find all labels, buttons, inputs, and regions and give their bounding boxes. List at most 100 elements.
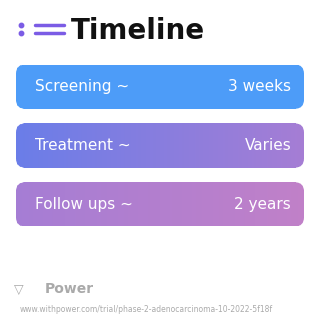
Bar xyxy=(188,123,189,167)
Bar xyxy=(238,182,240,226)
Bar xyxy=(219,123,221,167)
Bar xyxy=(104,182,106,226)
Bar xyxy=(23,123,25,167)
Bar xyxy=(192,182,194,226)
Bar xyxy=(295,182,297,226)
Bar xyxy=(166,64,168,109)
Bar xyxy=(222,64,224,109)
Bar xyxy=(120,182,122,226)
Bar xyxy=(127,123,129,167)
Bar xyxy=(79,182,81,226)
Bar xyxy=(288,123,290,167)
Bar xyxy=(100,64,101,109)
Bar xyxy=(208,182,209,226)
Bar xyxy=(71,123,73,167)
Bar xyxy=(30,182,32,226)
Bar xyxy=(59,182,61,226)
Bar xyxy=(125,182,127,226)
Bar xyxy=(223,64,225,109)
Bar xyxy=(248,64,250,109)
Bar xyxy=(183,182,185,226)
Bar xyxy=(238,64,240,109)
Bar xyxy=(291,182,293,226)
Bar xyxy=(268,182,270,226)
Bar xyxy=(246,64,248,109)
Bar xyxy=(20,64,22,109)
Bar xyxy=(183,64,185,109)
Bar xyxy=(249,182,251,226)
Bar xyxy=(196,123,198,167)
Bar xyxy=(53,182,55,226)
Bar xyxy=(134,123,136,167)
Bar xyxy=(150,64,152,109)
Bar xyxy=(160,64,162,109)
Bar xyxy=(239,64,241,109)
Bar xyxy=(200,182,202,226)
Bar xyxy=(153,123,155,167)
Bar xyxy=(234,64,235,109)
Bar xyxy=(113,182,114,226)
Bar xyxy=(116,64,117,109)
Bar xyxy=(20,123,22,167)
Bar xyxy=(123,182,124,226)
Bar xyxy=(85,182,87,226)
Bar xyxy=(56,64,58,109)
Bar xyxy=(185,123,186,167)
Bar xyxy=(215,64,217,109)
Bar xyxy=(179,182,180,226)
Bar xyxy=(231,123,232,167)
Bar xyxy=(134,123,136,167)
Bar xyxy=(105,182,107,226)
Bar xyxy=(153,64,155,109)
Bar xyxy=(30,123,32,167)
Bar xyxy=(124,182,126,226)
Bar xyxy=(274,64,276,109)
Bar xyxy=(213,64,215,109)
Bar xyxy=(208,64,209,109)
Bar xyxy=(69,182,71,226)
Bar xyxy=(118,64,120,109)
Bar xyxy=(35,123,36,167)
Bar xyxy=(295,123,297,167)
Bar xyxy=(88,123,90,167)
Bar xyxy=(35,64,36,109)
Bar xyxy=(42,64,44,109)
Bar xyxy=(147,64,149,109)
Bar xyxy=(49,123,51,167)
Bar xyxy=(127,182,129,226)
Bar xyxy=(55,182,57,226)
Bar xyxy=(105,123,107,167)
Bar xyxy=(33,64,35,109)
Bar xyxy=(301,123,303,167)
Bar xyxy=(147,123,149,167)
Bar xyxy=(257,64,258,109)
Bar xyxy=(268,182,270,226)
Bar xyxy=(294,123,296,167)
Bar xyxy=(109,123,111,167)
Bar xyxy=(162,64,163,109)
Bar xyxy=(79,123,81,167)
Bar xyxy=(234,182,235,226)
Bar xyxy=(251,182,252,226)
Bar xyxy=(177,64,179,109)
Bar xyxy=(94,123,96,167)
Bar xyxy=(249,64,251,109)
Bar xyxy=(236,182,238,226)
Bar xyxy=(125,123,127,167)
Bar xyxy=(148,123,150,167)
Bar xyxy=(268,64,270,109)
Bar xyxy=(108,123,110,167)
Bar xyxy=(157,123,159,167)
Bar xyxy=(109,64,111,109)
Bar xyxy=(180,123,182,167)
Bar xyxy=(297,123,299,167)
Bar xyxy=(172,123,173,167)
Bar xyxy=(269,123,271,167)
Bar xyxy=(231,64,232,109)
Bar xyxy=(30,123,32,167)
Bar xyxy=(232,64,234,109)
Bar xyxy=(220,64,222,109)
Bar xyxy=(114,64,116,109)
Bar xyxy=(244,123,245,167)
Bar xyxy=(258,182,260,226)
